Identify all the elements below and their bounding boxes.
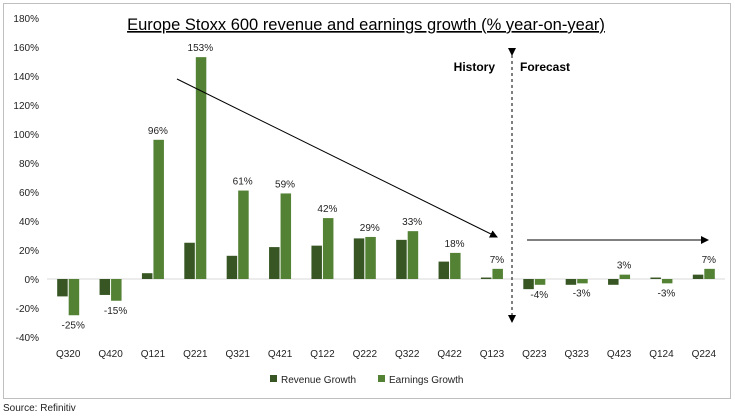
legend-label-revenue: Revenue Growth (281, 375, 356, 386)
earnings-bar (153, 139, 164, 279)
data-label: 29% (360, 223, 380, 234)
earnings-bar (704, 268, 715, 279)
revenue-bar (269, 247, 280, 279)
x-tick-label: Q121 (141, 349, 166, 360)
y-tick-label: 100% (13, 130, 39, 141)
x-tick-label: Q222 (353, 349, 378, 360)
chart-frame (3, 3, 731, 399)
earnings-bar (619, 274, 631, 279)
downtrend-arrow (176, 78, 498, 238)
x-tick-label: Q123 (480, 349, 505, 360)
y-tick-label: 140% (13, 72, 39, 83)
forecast-annotation: Forecast (520, 60, 570, 74)
data-label: 18% (445, 239, 465, 250)
data-label: -3% (658, 288, 676, 299)
revenue-bar (692, 274, 704, 279)
y-tick-label: 20% (19, 246, 39, 257)
y-tick-label: 0% (25, 275, 40, 286)
revenue-bar (480, 277, 492, 279)
x-tick-label: Q223 (522, 349, 547, 360)
revenue-bar (57, 279, 68, 297)
data-label: -3% (573, 288, 591, 299)
x-tick-label: Q122 (310, 349, 335, 360)
revenue-bar (99, 279, 111, 295)
earnings-bar (534, 279, 546, 285)
y-tick-label: -40% (16, 333, 39, 344)
x-tick-label: Q320 (56, 349, 81, 360)
revenue-bar (650, 277, 661, 279)
earnings-bar (195, 57, 207, 280)
y-tick-label: 120% (13, 101, 39, 112)
y-tick-label: 80% (19, 159, 39, 170)
earnings-bar (238, 190, 249, 279)
data-label: -25% (62, 320, 85, 331)
x-tick-label: Q221 (183, 349, 208, 360)
data-label: 96% (148, 126, 168, 137)
data-label: -15% (104, 306, 127, 317)
earnings-bar (68, 279, 80, 316)
earnings-bar (322, 218, 334, 279)
earnings-bar (365, 236, 376, 279)
x-tick-label: Q420 (98, 349, 123, 360)
x-tick-label: Q224 (692, 349, 717, 360)
data-label: 61% (233, 177, 253, 188)
data-label: 33% (402, 217, 422, 228)
revenue-bar (184, 242, 195, 279)
revenue-bar (608, 279, 619, 285)
x-tick-label: Q422 (437, 349, 462, 360)
history-annotation: History (454, 60, 496, 74)
data-label: 153% (188, 43, 214, 54)
legend-swatch-revenue (270, 375, 277, 382)
revenue-bar (396, 239, 407, 279)
revenue-bar (353, 238, 365, 279)
earnings-bar (661, 279, 673, 284)
earnings-bar (407, 231, 419, 279)
x-tick-label: Q323 (564, 349, 589, 360)
revenue-bar (565, 279, 577, 285)
earnings-bar (450, 252, 461, 279)
data-label: 3% (617, 261, 632, 272)
revenue-bar (226, 255, 238, 279)
y-tick-label: 40% (19, 217, 39, 228)
revenue-bar (438, 261, 450, 279)
data-label: -4% (530, 290, 548, 301)
legend-swatch-earnings (378, 375, 385, 382)
x-tick-label: Q321 (225, 349, 250, 360)
x-tick-label: Q423 (607, 349, 632, 360)
earnings-bar (577, 279, 588, 284)
y-tick-label: 60% (19, 188, 39, 199)
y-tick-label: -20% (16, 304, 39, 315)
x-tick-label: Q421 (268, 349, 293, 360)
earnings-bar (280, 193, 292, 279)
y-tick-label: 180% (13, 14, 39, 25)
revenue-bar (523, 279, 534, 290)
chart-title: Europe Stoxx 600 revenue and earnings gr… (127, 16, 605, 34)
x-tick-label: Q322 (395, 349, 420, 360)
data-label: 7% (702, 255, 717, 266)
y-tick-label: 160% (13, 43, 39, 54)
revenue-bar (141, 273, 153, 279)
earnings-bar (111, 279, 122, 301)
data-label: 42% (317, 204, 337, 215)
revenue-bar (311, 245, 322, 279)
source-note: Source: Refinitiv (3, 403, 76, 414)
legend-label-earnings: Earnings Growth (389, 375, 463, 386)
data-label: 7% (490, 255, 505, 266)
data-label: 59% (275, 179, 295, 190)
earnings-bar (492, 268, 503, 279)
x-tick-label: Q124 (649, 349, 674, 360)
